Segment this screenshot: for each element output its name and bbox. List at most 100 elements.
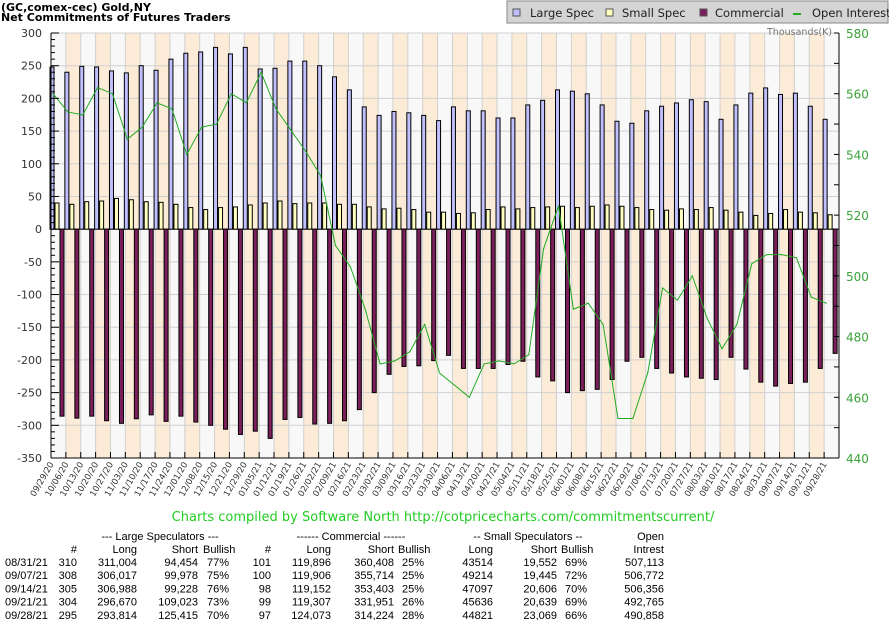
table-cell: 26% xyxy=(402,597,424,609)
right-axis-tick-label: 520 xyxy=(846,209,869,223)
small-spec-bar xyxy=(797,211,803,230)
large-spec-bar xyxy=(495,117,501,230)
small-spec-bar xyxy=(708,207,714,230)
open-interest-point xyxy=(141,126,143,128)
table-cell: 94,454 xyxy=(164,557,198,569)
table-cell: 97 xyxy=(259,610,271,620)
table-cell: 119,896 xyxy=(292,557,331,569)
open-interest-point xyxy=(602,323,604,326)
left-axis-tick-label: -350 xyxy=(17,452,42,465)
commercial-bar xyxy=(104,228,110,422)
table-group-header: -- Small Speculators -- xyxy=(473,531,583,543)
large-spec-bar xyxy=(79,65,85,230)
open-interest-point xyxy=(691,275,693,277)
large-spec-bar xyxy=(629,122,635,230)
open-interest-point xyxy=(52,93,54,95)
table-cell: 28% xyxy=(402,610,424,620)
table-cell: 77% xyxy=(207,557,229,569)
right-axis-units: Thousands(K) xyxy=(766,27,832,38)
large-spec-bar xyxy=(227,53,233,230)
commercial-bar xyxy=(431,228,437,362)
table-cell: 44821 xyxy=(462,610,493,620)
open-interest-point xyxy=(97,87,99,89)
small-spec-bar xyxy=(99,200,105,230)
large-spec-bar xyxy=(673,102,679,230)
table-cell: 100 xyxy=(253,570,271,582)
commercial-bar xyxy=(713,228,719,381)
commercial-bar xyxy=(133,228,139,420)
small-spec-bar xyxy=(515,208,521,230)
small-spec-bar xyxy=(366,206,372,230)
small-spec-bar xyxy=(574,207,580,230)
open-interest-point xyxy=(736,323,738,326)
commercial-bar xyxy=(89,228,95,417)
table-date-cell: 09/14/21 xyxy=(5,583,48,595)
large-spec-bar xyxy=(644,110,650,230)
table-cell: 43514 xyxy=(462,557,493,569)
small-spec-bar xyxy=(128,199,134,230)
large-spec-bar xyxy=(614,120,620,230)
open-interest-point xyxy=(528,354,530,356)
commercial-bar xyxy=(237,228,243,435)
table-column-header: Short xyxy=(531,544,557,556)
large-spec-bar xyxy=(525,104,531,230)
small-spec-bar xyxy=(827,214,833,230)
commercial-bar xyxy=(773,228,779,387)
large-spec-bar xyxy=(688,99,694,230)
large-spec-bar xyxy=(584,93,590,230)
table-column-header: # xyxy=(71,544,78,556)
legend-large-spec: Large Spec xyxy=(530,6,594,20)
large-spec-bar xyxy=(733,104,739,230)
commercial-bar xyxy=(74,228,80,419)
open-interest-point xyxy=(780,254,783,256)
table-row: 08/31/21 310 311,004 94,454 77% 101 119,896 360… xyxy=(5,557,664,569)
left-axis-tick-label: -100 xyxy=(17,289,42,302)
large-spec-bar xyxy=(287,60,293,230)
left-axis-tick-label: 150 xyxy=(21,125,42,138)
open-interest-point xyxy=(453,384,456,386)
commercial-bar xyxy=(594,228,600,390)
commercial-bar xyxy=(59,228,65,417)
axes: 300250200150100500-50-100-150-200-250-30… xyxy=(17,27,869,466)
table-cell: 99,228 xyxy=(164,583,198,595)
table-row: 09/14/21 305 306,988 99,228 76% 98 119,152 353,… xyxy=(5,583,664,595)
table-group-header: --- Large Speculators --- xyxy=(101,531,219,543)
left-axis-tick-label: 200 xyxy=(21,92,42,105)
open-interest-point xyxy=(364,308,366,310)
open-interest-point xyxy=(766,254,768,256)
commercial-bar xyxy=(579,228,585,392)
open-interest-point xyxy=(557,205,560,207)
commercial-bar xyxy=(356,228,362,411)
open-interest-point xyxy=(498,360,500,362)
small-spec-bar xyxy=(500,206,506,230)
small-spec-bar xyxy=(530,207,536,230)
large-spec-bar xyxy=(569,90,575,230)
small-spec-bar xyxy=(589,205,595,230)
small-spec-bar xyxy=(277,200,283,230)
small-spec-bar xyxy=(485,209,491,230)
large-spec-bar xyxy=(792,92,798,230)
summary-table: --- Large Speculators --- ------ Commerci… xyxy=(5,531,664,620)
commercial-bar xyxy=(208,228,214,426)
left-axis-tick-label: -300 xyxy=(17,419,42,432)
large-spec-bar xyxy=(346,89,352,230)
small-spec-bar xyxy=(619,205,625,230)
large-spec-bar xyxy=(153,69,159,230)
table-cell: 506,356 xyxy=(624,583,664,595)
commercial-bar xyxy=(163,228,169,422)
large-spec-bar xyxy=(108,70,114,230)
table-cell: 99 xyxy=(259,597,271,609)
x-axis-labels: 09/29/2010/06/2010/13/2010/20/2010/27/20… xyxy=(29,460,830,498)
large-spec-bar xyxy=(436,120,442,230)
table-cell: 331,951 xyxy=(354,597,394,609)
open-interest-point xyxy=(438,372,441,374)
commercial-bar xyxy=(178,228,184,417)
large-spec-bar xyxy=(450,106,456,230)
table-date-cell: 09/07/21 xyxy=(5,570,48,582)
open-interest-point xyxy=(290,129,292,131)
large-spec-bar xyxy=(807,105,813,230)
open-interest-point xyxy=(349,266,351,268)
small-spec-bar xyxy=(307,202,313,230)
right-axis-tick-label: 480 xyxy=(846,331,869,345)
